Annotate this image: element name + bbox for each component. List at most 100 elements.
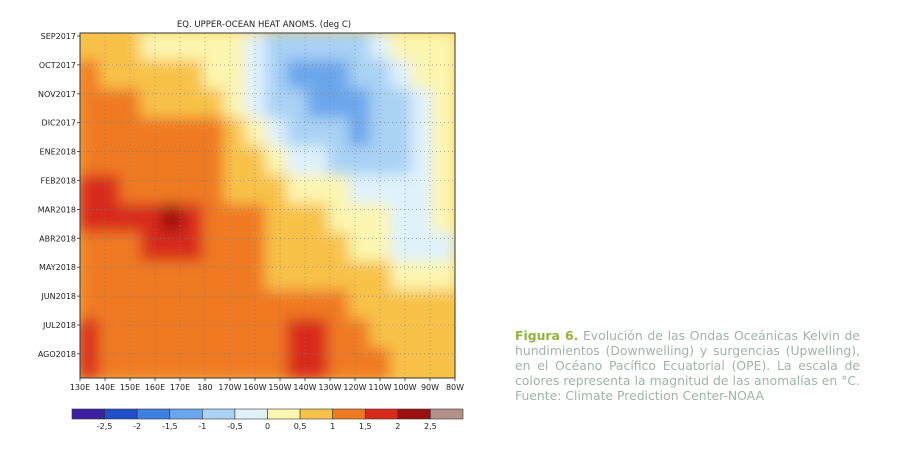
colorbar-swatch [234,408,268,420]
heatmap-cell [411,347,437,378]
heatmap-cell [265,289,291,323]
heatmap-cell [369,232,395,265]
heatmap-cell [328,59,353,93]
heatmap-cell [80,174,103,208]
y-tick-label: MAY2018 [39,263,76,272]
colorbar-tick-label: -1 [198,422,206,431]
heatmap-cell [182,88,207,122]
heatmap-cell [307,318,332,352]
x-tick-label: 110W [368,383,391,392]
colorbar-swatch [364,408,399,420]
heatmap-cell [203,146,228,179]
heatmap-cell [119,33,145,64]
heatmap-cell [369,174,395,208]
heatmap-cell [265,261,291,294]
heatmap-cell [203,261,228,294]
colorbar-tick-label: 1,5 [359,422,372,431]
heatmap-cell [286,289,312,323]
heatmap-cell [80,146,103,179]
heatmap-cell [98,232,124,265]
heatmap-cell [98,347,124,378]
heatmap-cell [369,59,395,93]
heatmap-cell [161,59,187,93]
heatmap-cell [203,232,228,265]
figure-caption: Figura 6. Evolución de las Ondas Oceánic… [515,328,860,403]
heatmap-cell [182,203,207,237]
heatmap-cell [369,289,395,323]
heatmap-cell [390,174,416,208]
heatmap-cell [244,203,270,237]
heatmap-cell [119,203,145,237]
y-tick-label: ABR2018 [39,234,76,243]
heatmap-cell [286,174,312,208]
heatmap-cell [432,232,455,265]
colorbar-tick-label: 1 [330,422,335,431]
heatmap-cell [223,261,249,294]
heatmap-cell [411,232,437,265]
heatmap-cell [390,88,416,122]
y-tick-label: AGO2018 [38,350,76,359]
x-tick-label: 140E [95,383,115,392]
heatmap-cell [328,33,353,64]
heatmap-cell [307,174,332,208]
heatmap-cell [98,88,124,122]
heatmap-cell [98,146,124,179]
heatmap-cell [182,347,207,378]
colorbar-tick-label: -2,5 [97,422,113,431]
heatmap-cell [411,261,437,294]
heatmap-cell [265,117,291,150]
heatmap-cell [140,289,166,323]
heatmap-cell [328,232,353,265]
colorbar-tick-label: 0 [265,422,270,431]
colorbar-swatch [71,408,105,420]
heatmap-cell [161,232,187,265]
heatmap-cell [390,203,416,237]
x-tick-label: 130E [70,383,90,392]
heatmap-cell [328,318,353,352]
x-tick-label: 180 [197,383,212,392]
heatmap-cell [369,117,395,150]
heatmap-cell [140,318,166,352]
heatmap-cell [203,347,228,378]
colorbar-swatch [267,408,301,420]
heatmap-cell [328,347,353,378]
heatmap-cell [411,203,437,237]
x-tick-label: 140W [293,383,316,392]
colorbar-tick-label: -0,5 [227,422,243,431]
heatmap-cell [265,59,291,93]
heatmap-cell [244,261,270,294]
heatmap-cell [307,347,332,378]
heatmap-cell [369,33,395,64]
heatmap-cell [161,88,187,122]
heatmap-cell [328,203,353,237]
heatmap-cell [265,174,291,208]
caption-lead: Figura 6. [515,328,579,343]
x-axis: 130E 140E 150E 160E 170E 180 170W 160W 150W 140W 1… [70,378,464,392]
plot-frame [79,32,456,379]
heatmap-cell [328,261,353,294]
heatmap-cell [223,289,249,323]
heatmap-cell [140,232,166,265]
heatmap-cell [369,146,395,179]
heatmap-cell [244,318,270,352]
heatmap-cell [119,318,145,352]
x-tick-label: 120W [343,383,366,392]
heatmap-cell [348,318,374,352]
heatmap-cell [203,117,228,150]
x-tick-label: 160E [145,383,165,392]
heatmap-cell [80,261,103,294]
heatmap-cell [203,318,228,352]
colorbar-swatch [332,408,366,420]
heatmap-cell [369,318,395,352]
y-tick-label: FEB2018 [40,177,76,186]
heatmap-cell [98,59,124,93]
heatmap-cell [307,33,332,64]
heatmap-cell [307,59,332,93]
heatmap-cell [432,33,455,64]
heatmap-cell [265,347,291,378]
heatmap-cell [390,117,416,150]
heatmap-cell [390,232,416,265]
x-tick-label: 170W [218,383,241,392]
heatmap-cell [203,174,228,208]
